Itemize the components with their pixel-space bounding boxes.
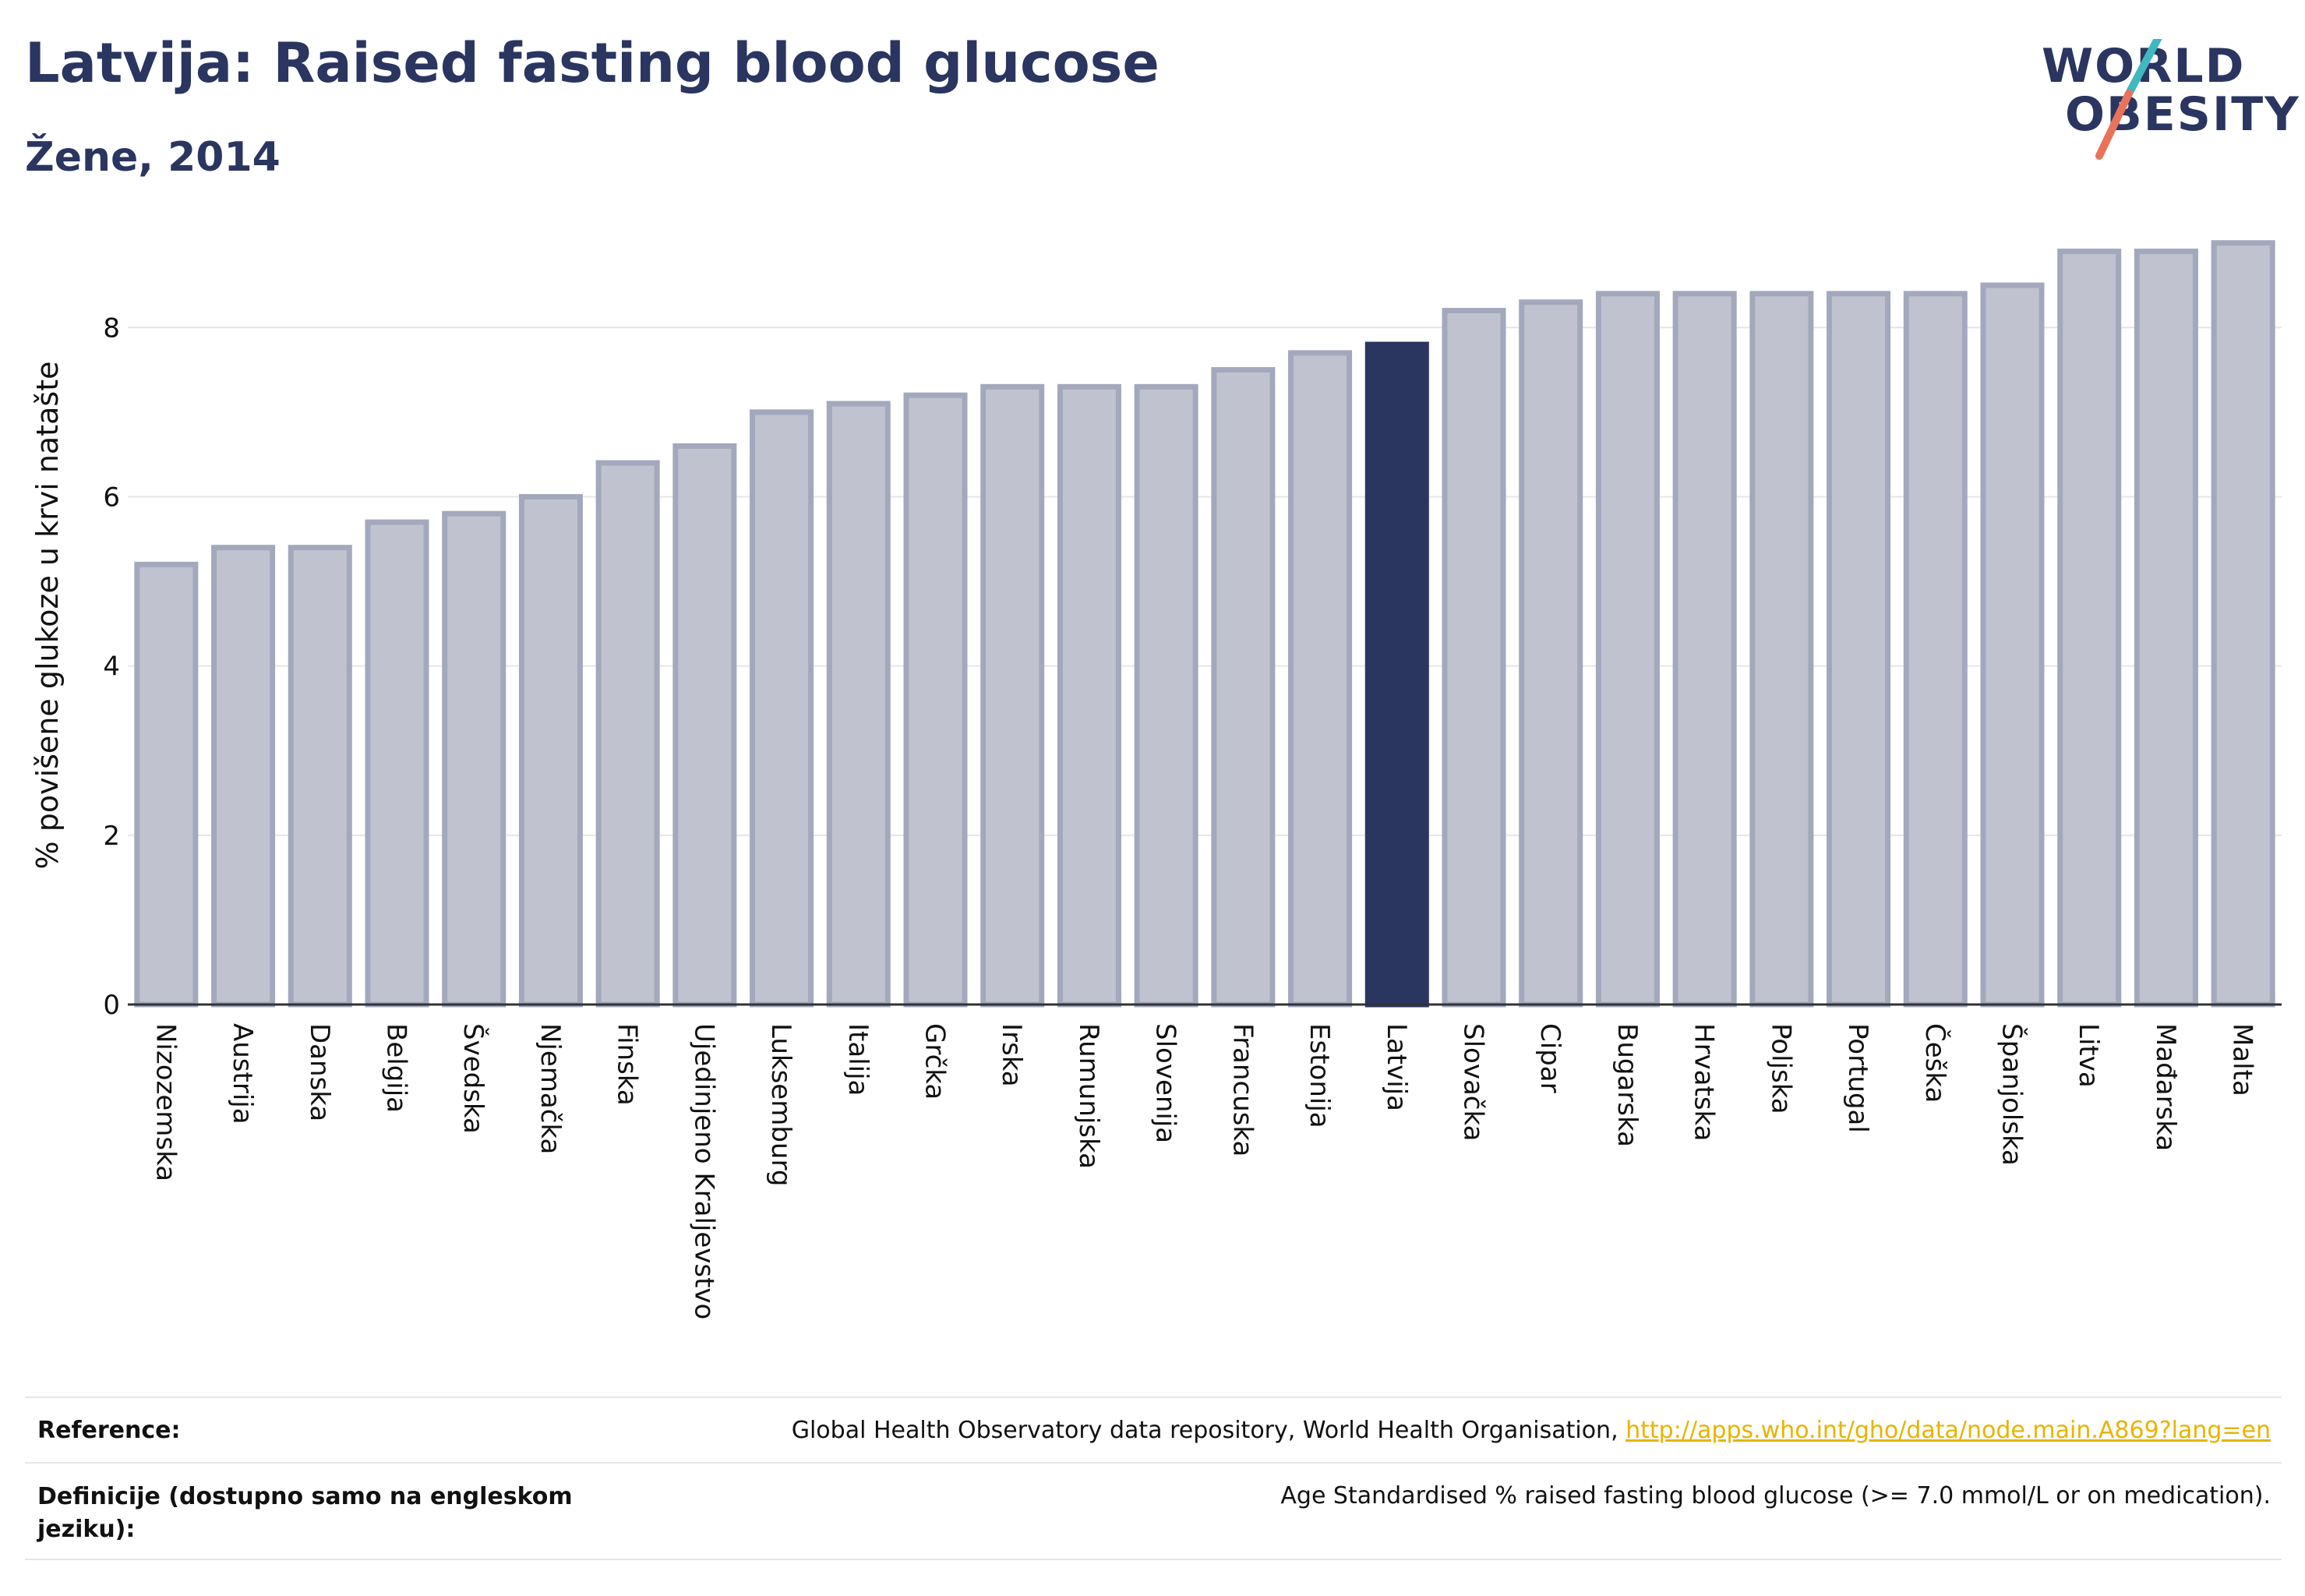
bar (2057, 249, 2122, 1008)
x-tick-label: Estonija (1304, 1023, 1335, 1128)
footer-divider-2 (25, 1462, 2282, 1464)
bar (1903, 291, 1968, 1008)
x-tick-label: Mađarska (2150, 1023, 2181, 1151)
y-tick-label: 0 (103, 990, 120, 1021)
x-tick-label: Poljska (1765, 1023, 1796, 1114)
x-tick-label: Irska (996, 1023, 1027, 1087)
x-tick-label: Ujedinjeno Kraljevstvo (688, 1023, 719, 1319)
x-tick-label: Cipar (1534, 1023, 1565, 1093)
definition-text: Age Standardised % raised fasting blood … (1280, 1482, 2271, 1509)
y-tick-label: 2 (103, 821, 120, 852)
bar (1672, 291, 1737, 1008)
bar (1442, 308, 1506, 1008)
x-tick-label: Nizozemska (150, 1023, 181, 1181)
bar (1057, 383, 1121, 1008)
footer-divider (25, 1396, 2282, 1398)
y-tick-label: 6 (103, 482, 120, 513)
reference-link[interactable]: http://apps.who.int/gho/data/node.main.A… (1626, 1417, 2271, 1444)
bar (1211, 367, 1276, 1008)
bar (595, 460, 660, 1008)
bar (518, 493, 583, 1008)
bar (1364, 341, 1429, 1008)
bar (1288, 350, 1353, 1008)
bar (2211, 240, 2275, 1008)
x-tick-label: Italija (842, 1023, 874, 1096)
x-tick-label: Portugal (1842, 1023, 1873, 1133)
x-tick-label: Rumunjska (1073, 1023, 1104, 1169)
x-tick-label: Španjolska (1996, 1023, 2028, 1166)
bar (750, 409, 814, 1008)
x-tick-label: Luksemburg (765, 1023, 796, 1186)
x-tick-label: Austrija (227, 1023, 258, 1125)
x-tick-label: Hrvatska (1689, 1023, 1720, 1141)
bar (442, 510, 507, 1008)
logo-line-2: OBESITY (2065, 87, 2300, 142)
chart-title: Latvija: Raised fasting blood glucose (25, 31, 1160, 95)
bar (1134, 383, 1198, 1008)
bar (211, 545, 276, 1008)
bar (903, 392, 968, 1008)
bar (2134, 249, 2198, 1008)
x-tick-label: Grčka (920, 1023, 951, 1100)
footer-divider-3 (25, 1559, 2282, 1560)
y-tick-label: 8 (103, 312, 120, 344)
bar (826, 401, 891, 1008)
reference-source: Global Health Observatory data repositor… (791, 1417, 1626, 1444)
bar (1595, 291, 1660, 1008)
x-tick-label: Litva (2073, 1023, 2104, 1088)
x-tick-label: Slovenija (1150, 1023, 1181, 1143)
bar (1827, 291, 1891, 1008)
chart-subtitle: Žene, 2014 (25, 134, 281, 181)
bar-chart: 0 2 4 6 8 % povišene glukoze u krvi natašte Ni… (30, 240, 2282, 1319)
y-tick-label: 4 (103, 651, 120, 683)
x-tick-label: Francuska (1227, 1023, 1258, 1156)
bar (1980, 282, 2045, 1008)
x-tick-label: Finska (612, 1023, 643, 1106)
x-tick-label: Češka (1919, 1023, 1951, 1103)
y-axis-label: % povišene glukoze u krvi natašte (30, 362, 65, 870)
bar (1749, 291, 1814, 1008)
bar (365, 519, 429, 1008)
logo-slash-icon (2095, 39, 2162, 160)
bar (980, 383, 1045, 1008)
bar (672, 443, 737, 1008)
x-tick-label: Belgija (381, 1023, 412, 1113)
reference-text: Global Health Observatory data repositor… (792, 1417, 2271, 1444)
world-obesity-logo: WORLD OBESITY (2042, 39, 2299, 164)
x-tick-label: Malta (2227, 1023, 2258, 1096)
x-tick-label: Bugarska (1611, 1023, 1643, 1147)
bar (134, 561, 199, 1008)
x-tick-label: Danska (304, 1023, 335, 1121)
x-tick-label: Švedska (457, 1023, 489, 1134)
bar (288, 545, 352, 1008)
definition-label: Definicije (dostupno samo na engleskom j… (37, 1483, 573, 1543)
bar (1519, 299, 1583, 1008)
x-tick-label: Slovačka (1458, 1023, 1489, 1141)
x-tick-label: Njemačka (535, 1023, 566, 1154)
reference-label: Reference: (37, 1417, 181, 1444)
x-tick-label: Latvija (1381, 1023, 1412, 1111)
